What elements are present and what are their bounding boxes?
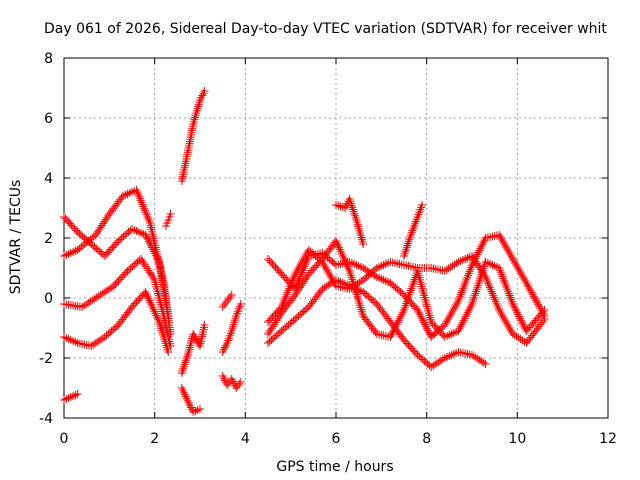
y-tick-label: 6: [44, 111, 53, 127]
series-track-a: [60, 288, 173, 356]
series-track-r: [400, 201, 427, 260]
series-track-k: [218, 372, 245, 392]
series-track-j: [218, 300, 245, 356]
chart-title: Day 061 of 2026, Sidereal Day-to-day VTE…: [44, 21, 607, 37]
series-track-g: [177, 87, 209, 185]
y-tick-label: 8: [44, 51, 53, 67]
x-tick-label: 4: [241, 431, 250, 447]
series-track-q: [332, 195, 368, 248]
data-point-markers: [264, 237, 549, 341]
x-tick-label: 10: [508, 431, 526, 447]
series-track-l: [218, 291, 236, 311]
x-tick-label: 6: [332, 431, 341, 447]
x-axis-label: GPS time / hours: [276, 459, 393, 475]
y-tick-label: 4: [44, 171, 53, 187]
x-tick-label: 8: [422, 431, 431, 447]
y-tick-label: -2: [39, 351, 53, 367]
series-track-h: [177, 321, 209, 377]
data-point-markers: [60, 288, 173, 356]
data-point-markers: [332, 195, 368, 248]
data-point-markers: [218, 300, 245, 356]
series-track-p: [264, 231, 549, 341]
data-points: [60, 87, 549, 416]
data-point-markers: [264, 231, 549, 341]
y-axis-label: SDTVAR / TECUs: [8, 180, 24, 295]
series-track-f: [162, 210, 175, 230]
axis-ticks: 0 2 4 6 8 10 12 -4 -2 0 2 4 6 8: [39, 51, 617, 447]
data-point-markers: [400, 201, 427, 260]
series-track-i: [177, 384, 204, 416]
data-point-markers: [60, 213, 173, 320]
x-tick-label: 2: [150, 431, 159, 447]
data-point-markers: [162, 210, 175, 230]
data-point-markers: [177, 321, 209, 377]
data-point-markers: [177, 87, 209, 185]
y-tick-label: 2: [44, 231, 53, 247]
y-tick-label: 0: [44, 291, 53, 307]
series-track-e: [60, 390, 82, 404]
y-tick-label: -4: [39, 411, 53, 427]
grid-lines: [64, 58, 608, 418]
series-track-d: [60, 213, 173, 320]
data-point-markers: [177, 384, 204, 416]
x-tick-label: 0: [60, 431, 69, 447]
series-track-o: [264, 237, 549, 341]
data-point-markers: [60, 390, 82, 404]
data-point-markers: [218, 291, 236, 311]
x-tick-label: 12: [599, 431, 617, 447]
data-point-markers: [218, 372, 245, 392]
